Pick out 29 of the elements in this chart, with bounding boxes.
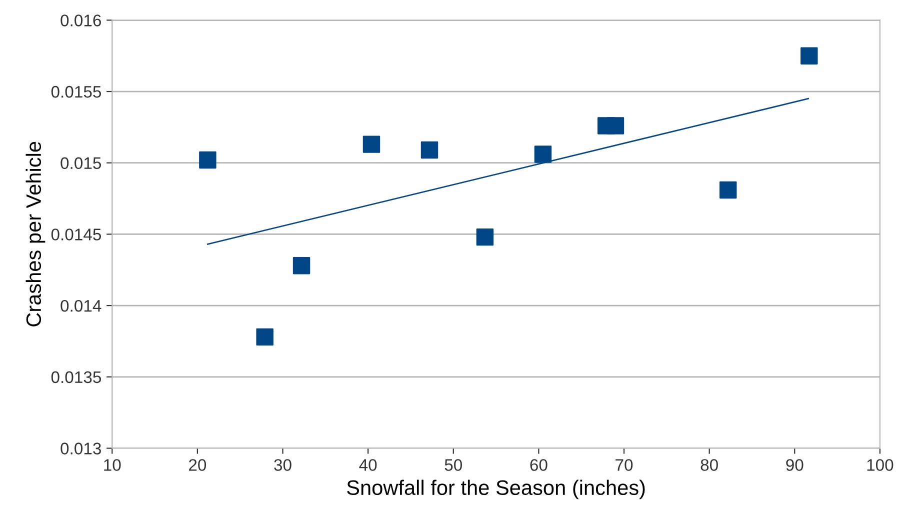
x-tick-label: 90: [786, 459, 804, 471]
point: [800, 47, 818, 64]
y-tick-label: 0.014: [60, 300, 102, 312]
point: [199, 151, 216, 169]
point: [420, 141, 438, 159]
point: [256, 328, 274, 346]
point: [362, 136, 380, 153]
point: [534, 146, 552, 163]
x-tick-label: 60: [530, 459, 548, 471]
x-tick-label: 100: [867, 459, 894, 471]
point: [606, 117, 624, 134]
point: [292, 256, 310, 274]
y-tick-label: 0.0145: [51, 228, 102, 240]
x-tick-label: 80: [700, 459, 718, 471]
x-tick-label: 70: [616, 459, 633, 471]
point: [476, 228, 494, 246]
y-tick-label: 0.0155: [51, 86, 102, 98]
y-tick-label: 0.015: [60, 157, 102, 170]
y-tick-label: 0.016: [60, 14, 101, 26]
y-tick-label: 0.0135: [51, 371, 102, 384]
x-tick-label: 10: [104, 459, 121, 471]
x-tick-label: 50: [444, 459, 462, 471]
x-axis-title: Snowfall for the Season (inches): [347, 480, 645, 500]
x-tick-label: 20: [189, 459, 206, 471]
x-tick-label: 40: [359, 459, 377, 471]
point: [719, 181, 737, 199]
x-tick-label: 30: [274, 459, 292, 471]
y-tick-label: 0.013: [60, 442, 101, 454]
y-axis-title: Crashes per Vehicle: [26, 142, 46, 326]
